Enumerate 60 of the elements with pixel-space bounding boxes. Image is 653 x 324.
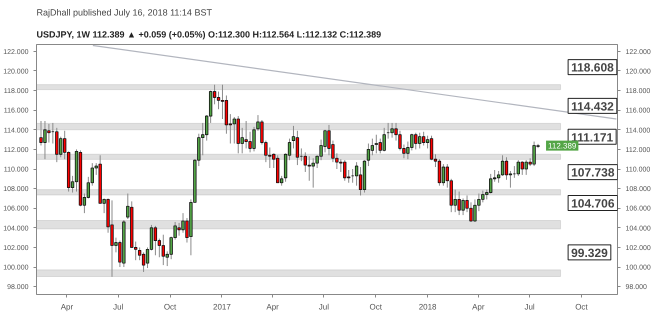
annotation: 112.389 [548,142,577,151]
chart-subtitle: RajDhall published July 16, 2018 11:14 BST [36,8,212,18]
x-tick-label: Oct [164,302,178,312]
band-label: 107.738 [571,166,615,180]
candlestick [520,160,524,176]
candlestick [216,91,220,110]
candlestick [532,141,536,167]
candlestick [422,131,426,146]
chart-title: USDJPY, 1W 112.389 ▲ +0.059 (+0.05%) O:112.300 H:112.564 L:112.132 C:112.389 [36,30,382,40]
candlestick [378,138,382,154]
candlestick [469,202,473,222]
candlestick [55,127,58,163]
candlestick [39,120,43,146]
x-tick-label: Jul [318,302,330,312]
candlestick [248,131,252,153]
candlestick [110,200,114,278]
candlestick [473,198,477,222]
candlestick [327,124,331,156]
x-tick-label: Oct [370,302,383,312]
x-tick-label: Apr [60,302,74,312]
candlestick [244,120,248,149]
candlestick [308,156,311,182]
candlestick [47,123,51,144]
candlestick [296,130,300,166]
candlestick [461,198,465,216]
candlestick [398,130,402,151]
candlestick [323,129,327,153]
x-tick-label: 2017 [213,302,232,312]
candlestick [343,160,346,182]
candlestick [142,252,146,272]
x-tick-label: 2018 [418,302,438,312]
band-label: 114.432 [571,99,614,114]
candlestick [504,156,508,180]
candlestick [418,132,422,149]
candlestick [312,158,315,188]
x-tick-label: Jul [524,302,535,312]
candlestick [154,225,158,256]
x-tick-label: Apr [472,302,485,312]
candlestick [500,154,504,176]
band-label: 104.706 [571,196,615,210]
candlestick [430,135,434,161]
candlestick [252,126,256,152]
x-tick-label: Apr [266,302,280,312]
band-label: 118.608 [571,60,614,75]
candlestick [414,132,418,150]
candlestick [442,164,446,186]
candlestick [366,143,370,167]
candlestick [457,191,461,216]
candlestick [524,160,528,176]
candlestick [390,122,394,138]
band-label: 111.171 [571,130,614,144]
candlestick [43,120,47,160]
x-tick-label: Jul [113,302,124,312]
candlestick [162,234,165,266]
band-label: 99.329 [571,246,608,260]
candlestick [374,134,378,154]
candlestick [232,116,236,144]
x-tick-label: Oct [575,302,588,312]
candlestick [516,160,520,176]
candlestick [382,127,386,152]
